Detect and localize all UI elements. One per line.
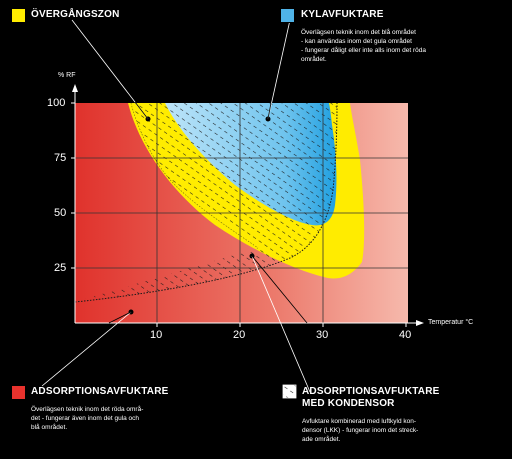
transition-swatch bbox=[11, 8, 26, 23]
condenser-legend-description: Avfuktare kombinerad med luftkyld kon- d… bbox=[302, 418, 419, 443]
y-axis-label: % RF bbox=[58, 72, 76, 79]
x-tick-30: 30 bbox=[316, 329, 329, 341]
cooling-legend-title: KYLAVFUKTARE bbox=[301, 9, 384, 20]
y-tick-100: 100 bbox=[47, 97, 66, 109]
cooling-swatch bbox=[280, 8, 295, 23]
x-tick-20: 20 bbox=[233, 329, 246, 341]
x-axis-label: Temperatur °C bbox=[428, 319, 474, 326]
y-tick-25: 25 bbox=[54, 262, 67, 274]
cooling-legend-description: Överlägsen teknik inom det blå området -… bbox=[301, 29, 427, 63]
grid bbox=[75, 103, 408, 323]
condenser-hatched-region bbox=[75, 103, 337, 302]
axes bbox=[74, 90, 418, 324]
x-axis-arrow-icon bbox=[416, 320, 424, 326]
condenser-legend-title-line1: ADSORPTIONSAVFUKTARE bbox=[302, 386, 440, 397]
adsorption-swatch bbox=[11, 385, 26, 400]
x-tick-40: 40 bbox=[399, 329, 412, 341]
adsorption-legend-description: Överlägsen teknik inom det röda områ- de… bbox=[31, 406, 144, 431]
x-tick-10: 10 bbox=[150, 329, 163, 341]
condenser-inner-boundary bbox=[130, 103, 259, 249]
transition-legend-title: ÖVERGÅNGSZON bbox=[31, 9, 120, 20]
condenser-boundary-line bbox=[75, 103, 338, 303]
y-tick-50: 50 bbox=[54, 207, 67, 219]
y-tick-75: 75 bbox=[54, 152, 67, 164]
condenser-legend-title-line2: MED KONDENSOR bbox=[302, 398, 395, 409]
adsorption-legend-title: ADSORPTIONSAVFUKTARE bbox=[31, 386, 169, 397]
y-axis-arrow-icon bbox=[72, 84, 78, 92]
